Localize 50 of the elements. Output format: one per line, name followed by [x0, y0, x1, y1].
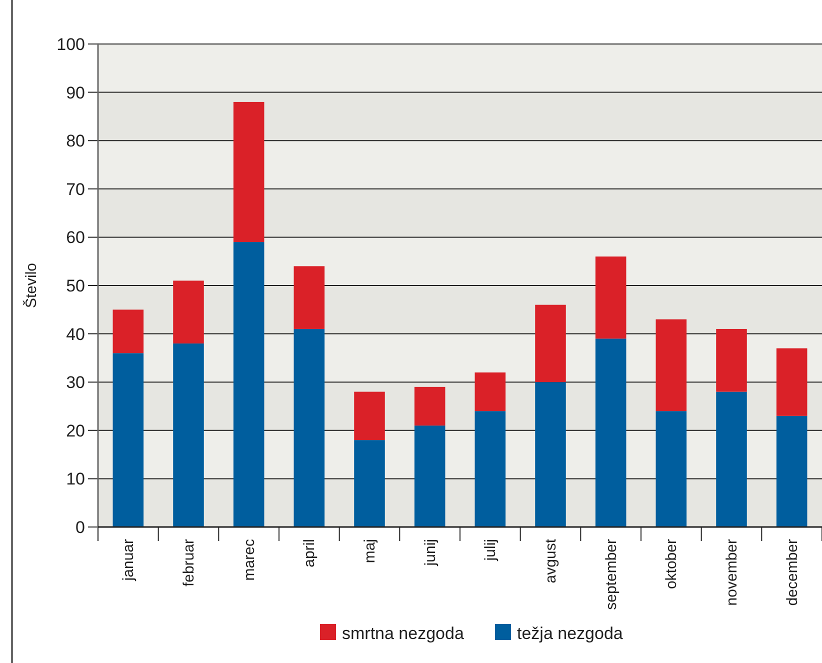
y-tick-label: 10 [66, 470, 85, 489]
x-tick-label: november [724, 538, 740, 606]
legend-label: smrtna nezgoda [342, 624, 464, 643]
x-tick-label: februar [180, 539, 198, 587]
legend-label: težja nezgoda [517, 624, 624, 643]
x-tick-label: april [301, 539, 318, 568]
bar [716, 392, 747, 527]
x-tick-label: julij [482, 539, 500, 562]
x-tick-label: september [602, 539, 620, 610]
bar [474, 372, 506, 412]
bar [112, 353, 144, 527]
x-tick-label: december [784, 538, 801, 606]
bar [595, 256, 626, 339]
bar [173, 343, 204, 527]
bar [474, 411, 506, 527]
bar [354, 440, 385, 527]
bar [776, 348, 808, 416]
x-tick-label: januar [120, 539, 138, 582]
x-tick-label: junij [422, 539, 439, 567]
x-tick-label: avgust [542, 538, 560, 584]
y-tick-label: 90 [66, 83, 85, 102]
bar [716, 328, 747, 392]
bar [656, 411, 687, 527]
y-axis-title: Število [22, 262, 40, 308]
bar [233, 242, 264, 527]
y-tick-label: 0 [76, 518, 85, 537]
y-tick-label: 30 [66, 373, 85, 392]
y-tick-label: 100 [56, 34, 85, 54]
bar [173, 280, 204, 344]
x-tick-label: oktober [663, 539, 680, 590]
bar [595, 338, 626, 527]
y-tick-label: 70 [66, 180, 85, 199]
bar [294, 266, 325, 329]
y-tick-label: 60 [66, 228, 85, 248]
bar [414, 386, 446, 426]
x-tick-label: marec [240, 538, 258, 581]
bar [233, 102, 264, 242]
x-tick-label: maj [362, 539, 378, 564]
bar [535, 382, 566, 527]
bar [354, 392, 385, 440]
y-tick-label: 20 [66, 421, 85, 440]
bar [656, 319, 687, 412]
bar [776, 416, 808, 527]
y-tick-label: 80 [66, 132, 85, 151]
y-tick-label: 50 [66, 276, 85, 296]
bar [112, 310, 144, 354]
bar [535, 304, 566, 382]
y-tick-label: 40 [66, 324, 85, 344]
bar [414, 426, 446, 527]
bar [294, 328, 325, 527]
